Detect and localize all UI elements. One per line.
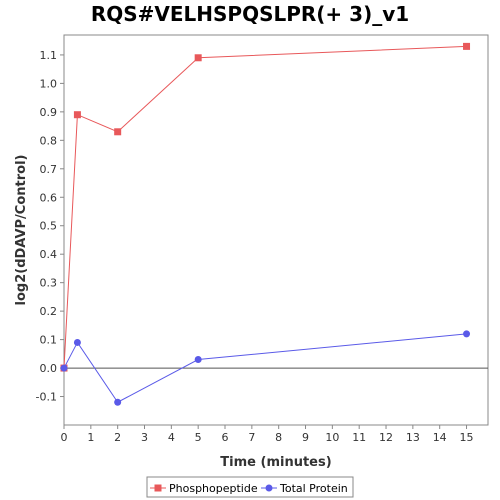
phosphopeptide-point bbox=[194, 54, 202, 62]
total-protein-point bbox=[194, 356, 202, 364]
series-layer bbox=[60, 42, 471, 406]
y-tick-label: -0.1 bbox=[36, 391, 57, 404]
x-tick-label: 14 bbox=[433, 431, 447, 444]
y-tick-label: 0.6 bbox=[40, 191, 58, 204]
legend: Phosphopeptide Total Protein bbox=[146, 476, 354, 498]
x-tick-label: 10 bbox=[325, 431, 339, 444]
chart-title: RQS#VELHSPQSLPR(+ 3)_v1 bbox=[90, 2, 410, 26]
phosphopeptide-point bbox=[463, 42, 471, 50]
total-protein-point bbox=[114, 398, 122, 406]
x-axis-ticks: 0 1 2 3 4 5 6 7 8 9 10 11 12 13 14 15 bbox=[61, 425, 474, 444]
phosphopeptide-point bbox=[114, 128, 122, 136]
phosphopeptide-legend-marker bbox=[154, 484, 162, 492]
x-tick-label: 3 bbox=[141, 431, 148, 444]
x-tick-label: 7 bbox=[248, 431, 255, 444]
x-tick-label: 5 bbox=[195, 431, 202, 444]
x-tick-label: 2 bbox=[114, 431, 121, 444]
total-protein-legend-marker bbox=[265, 484, 273, 492]
y-tick-label: 0.8 bbox=[40, 134, 58, 147]
x-tick-label: 8 bbox=[275, 431, 282, 444]
y-tick-label: 1.1 bbox=[40, 49, 58, 62]
x-tick-label: 13 bbox=[406, 431, 420, 444]
x-tick-label: 9 bbox=[302, 431, 309, 444]
plot-area bbox=[63, 34, 489, 426]
y-tick-label: 0.4 bbox=[40, 248, 58, 261]
x-tick-label: 11 bbox=[352, 431, 366, 444]
x-tick-label: 6 bbox=[222, 431, 229, 444]
y-tick-label: 0.0 bbox=[40, 362, 58, 375]
x-tick-label: 12 bbox=[379, 431, 393, 444]
y-tick-label: 0.7 bbox=[40, 163, 58, 176]
y-tick-label: 0.3 bbox=[40, 277, 58, 290]
x-axis-label: Time (minutes) bbox=[220, 455, 331, 470]
total-protein-legend-label: Total Protein bbox=[279, 482, 348, 495]
phosphopeptide-legend-label: Phosphopeptide bbox=[169, 482, 258, 495]
y-tick-label: 0.2 bbox=[40, 305, 58, 318]
y-tick-label: 0.1 bbox=[40, 334, 58, 347]
y-tick-label: 0.5 bbox=[40, 220, 58, 233]
x-tick-label: 1 bbox=[87, 431, 94, 444]
phosphopeptide-point bbox=[73, 111, 81, 119]
x-tick-label: 0 bbox=[61, 431, 68, 444]
total-protein-point bbox=[60, 364, 68, 372]
x-tick-label: 4 bbox=[168, 431, 175, 444]
x-tick-label: 15 bbox=[460, 431, 474, 444]
total-protein-point bbox=[73, 338, 81, 346]
y-tick-label: 0.9 bbox=[40, 106, 58, 119]
legend-box bbox=[146, 476, 354, 498]
y-axis-ticks: -0.1 0.0 0.1 0.2 0.3 0.4 0.5 0.6 0.7 0.8 0.9 1.0 1.1 bbox=[36, 49, 64, 404]
total-protein-point bbox=[463, 330, 471, 338]
y-tick-label: 1.0 bbox=[40, 77, 58, 90]
y-axis-label: log2(dDAVP/Control) bbox=[14, 155, 29, 306]
